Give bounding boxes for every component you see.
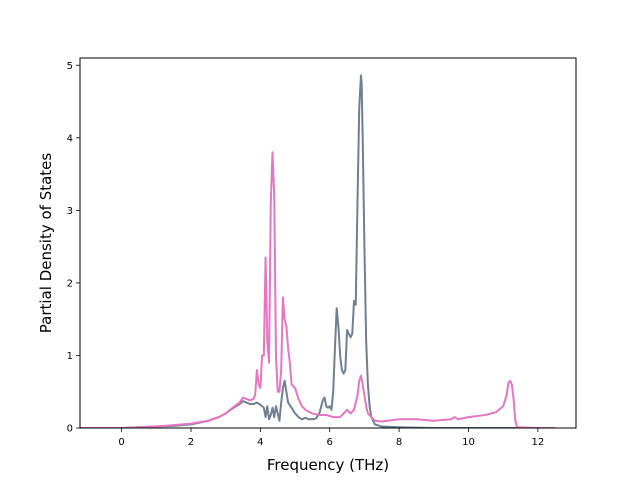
x-tick-label: 8 (396, 437, 402, 448)
y-tick-label: 3 (67, 206, 73, 217)
y-axis-label: Partial Density of States (37, 153, 55, 334)
plot-frame (79, 57, 577, 429)
series-line-2 (80, 151, 556, 428)
x-tick-label: 0 (118, 437, 124, 448)
y-tick-label: 5 (67, 61, 73, 72)
y-tick-label: 0 (67, 424, 73, 435)
x-tick-label: 10 (462, 437, 475, 448)
series-lines (80, 74, 556, 428)
x-tick-label: 2 (188, 437, 194, 448)
y-tick-label: 4 (67, 133, 73, 144)
y-tick-label: 2 (67, 278, 73, 289)
x-tick-label: 12 (531, 437, 544, 448)
x-tick-label: 6 (327, 437, 333, 448)
x-axis-ticks: 0 2 4 6 8 10 12 (118, 428, 544, 448)
x-axis-label: Frequency (THz) (267, 456, 389, 474)
y-tick-label: 1 (67, 351, 73, 362)
series-line-1 (80, 74, 556, 428)
x-tick-label: 4 (257, 437, 263, 448)
y-axis-ticks: 0 1 2 3 4 5 (67, 61, 80, 435)
